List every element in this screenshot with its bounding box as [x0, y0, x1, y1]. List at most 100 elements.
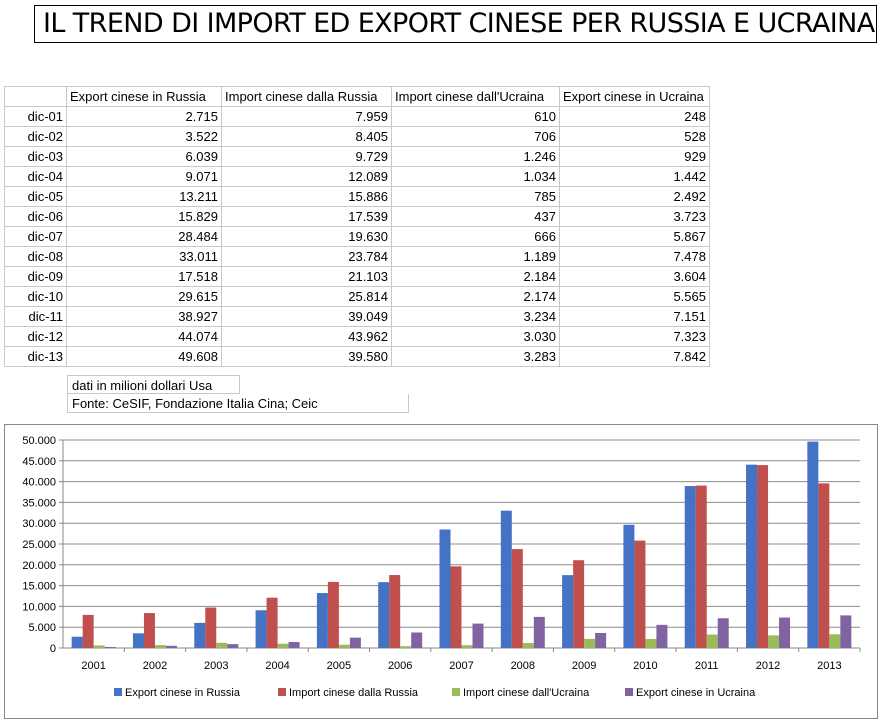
bar: [277, 643, 289, 648]
row-label: dic-07: [4, 226, 67, 247]
table-cell: 5.565: [559, 286, 710, 307]
table-cell: 43.962: [221, 326, 392, 347]
y-tick-label: 0: [50, 643, 56, 655]
table-cell: 437: [391, 206, 560, 227]
x-tick-label: 2005: [327, 660, 351, 672]
bar: [623, 524, 635, 648]
table-cell: 3.234: [391, 306, 560, 327]
table-cell: 1.189: [391, 246, 560, 267]
legend-swatch: [625, 688, 633, 696]
table-row: dic-11 38.927 39.049 3.234 7.151: [4, 306, 710, 327]
bar: [439, 529, 451, 648]
table-cell: 8.405: [221, 126, 392, 147]
x-tick-label: 2002: [143, 660, 167, 672]
table-cell: 3.723: [559, 206, 710, 227]
bar: [717, 618, 729, 648]
bar: [829, 634, 841, 648]
x-tick-label: 2013: [817, 660, 841, 672]
legend-label: Import cinese dall'Ucraina: [463, 687, 590, 699]
table-cell: 21.103: [221, 266, 392, 287]
y-tick-label: 10.000: [22, 601, 56, 613]
y-tick-label: 15.000: [22, 581, 56, 593]
bar: [840, 615, 852, 648]
bar: [573, 560, 585, 648]
table-cell: 12.089: [221, 166, 392, 187]
table-cell: 248: [559, 106, 710, 127]
bar: [132, 633, 144, 648]
bar: [695, 485, 707, 648]
table-cell: 3.283: [391, 346, 560, 367]
table-cell: 49.608: [66, 346, 222, 367]
table-row: dic-07 28.484 19.630 666 5.867: [4, 226, 710, 247]
table-row: dic-12 44.074 43.962 3.030 7.323: [4, 326, 710, 347]
table-cell: 19.630: [221, 226, 392, 247]
bar: [746, 464, 758, 648]
table-cell: 7.151: [559, 306, 710, 327]
x-tick-label: 2011: [695, 660, 719, 672]
legend-swatch: [278, 688, 286, 696]
bar: [533, 616, 545, 648]
row-label: dic-03: [4, 146, 67, 167]
bar: [82, 614, 94, 648]
x-tick-label: 2006: [388, 660, 412, 672]
row-label: dic-06: [4, 206, 67, 227]
table-cell: 33.011: [66, 246, 222, 267]
row-label: dic-08: [4, 246, 67, 267]
table-cell: 9.729: [221, 146, 392, 167]
table-cell: 44.074: [66, 326, 222, 347]
row-label: dic-05: [4, 186, 67, 207]
bar: [154, 645, 166, 648]
bar: [522, 643, 534, 648]
source-note: Fonte: CeSIF, Fondazione Italia Cina; Ce…: [67, 394, 409, 413]
column-header: [4, 86, 67, 107]
table-cell: 706: [391, 126, 560, 147]
bar: [706, 634, 718, 648]
bar: [562, 575, 574, 648]
row-label: dic-01: [4, 106, 67, 127]
bar: [227, 644, 239, 648]
table-cell: 929: [559, 146, 710, 167]
y-tick-label: 45.000: [22, 456, 56, 468]
table-row: dic-13 49.608 39.580 3.283 7.842: [4, 346, 710, 367]
table-cell: 17.539: [221, 206, 392, 227]
table-row: dic-03 6.039 9.729 1.246 929: [4, 146, 710, 167]
bar: [378, 582, 390, 648]
y-tick-label: 40.000: [22, 477, 56, 489]
y-tick-label: 50.000: [22, 435, 56, 447]
x-tick-label: 2008: [511, 660, 535, 672]
data-table: Export cinese in Russia Import cinese dal…: [4, 86, 710, 367]
table-cell: 9.071: [66, 166, 222, 187]
table-cell: 7.842: [559, 346, 710, 367]
table-cell: 1.246: [391, 146, 560, 167]
y-tick-label: 30.000: [22, 518, 56, 530]
table-cell: 2.715: [66, 106, 222, 127]
row-label: dic-10: [4, 286, 67, 307]
row-label: dic-04: [4, 166, 67, 187]
bar: [205, 607, 217, 648]
bar: [450, 566, 462, 648]
bar: [143, 613, 155, 648]
table-cell: 610: [391, 106, 560, 127]
table-cell: 25.814: [221, 286, 392, 307]
legend-swatch: [114, 688, 122, 696]
x-tick-label: 2004: [265, 660, 289, 672]
bar: [645, 638, 657, 648]
x-tick-label: 2003: [204, 660, 228, 672]
y-tick-label: 35.000: [22, 497, 56, 509]
y-tick-label: 5.000: [28, 622, 56, 634]
bar: [194, 622, 206, 648]
bar: [255, 610, 267, 648]
table-row: dic-10 29.615 25.814 2.174 5.565: [4, 286, 710, 307]
column-header: Export cinese in Ucraina: [559, 86, 710, 107]
bar: [104, 646, 116, 648]
x-tick-label: 2007: [449, 660, 473, 672]
bar: [472, 623, 484, 648]
bar: [768, 635, 780, 648]
bar: [634, 540, 646, 648]
legend-label: Export cinese in Russia: [125, 687, 241, 699]
bar: [316, 593, 328, 648]
row-label: dic-09: [4, 266, 67, 287]
bar: [500, 510, 512, 648]
table-cell: 29.615: [66, 286, 222, 307]
